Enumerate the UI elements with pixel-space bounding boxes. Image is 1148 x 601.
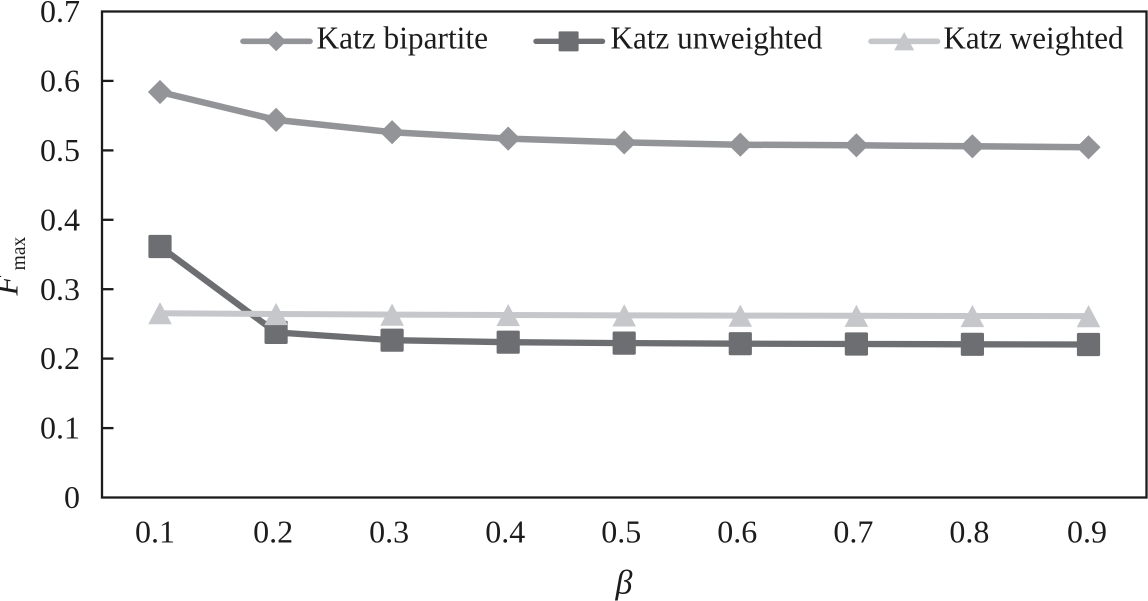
svg-text:0.5: 0.5 (40, 132, 80, 168)
svg-text:0.5: 0.5 (601, 514, 641, 550)
svg-text:0.8: 0.8 (949, 514, 989, 550)
svg-text:Fmax: Fmax (0, 237, 30, 297)
svg-text:0.7: 0.7 (40, 0, 80, 29)
svg-text:0.6: 0.6 (40, 63, 80, 99)
svg-text:0.1: 0.1 (135, 514, 175, 550)
svg-text:0.6: 0.6 (717, 514, 757, 550)
svg-text:0.7: 0.7 (833, 514, 873, 550)
svg-text:0.3: 0.3 (40, 271, 80, 307)
svg-text:0.2: 0.2 (253, 514, 293, 550)
svg-text:0: 0 (64, 479, 80, 515)
svg-text:0.4: 0.4 (485, 514, 525, 550)
svg-text:0.1: 0.1 (40, 410, 80, 446)
svg-text:0.2: 0.2 (40, 340, 80, 376)
svg-text:0.4: 0.4 (40, 201, 80, 237)
svg-text:Katz weighted: Katz weighted (944, 20, 1124, 56)
svg-text:Katz unweighted: Katz unweighted (611, 20, 823, 56)
svg-text:β: β (615, 565, 633, 601)
svg-text:0.3: 0.3 (369, 514, 409, 550)
svg-text:Katz bipartite: Katz bipartite (317, 20, 489, 56)
svg-text:0.9: 0.9 (1067, 514, 1107, 550)
